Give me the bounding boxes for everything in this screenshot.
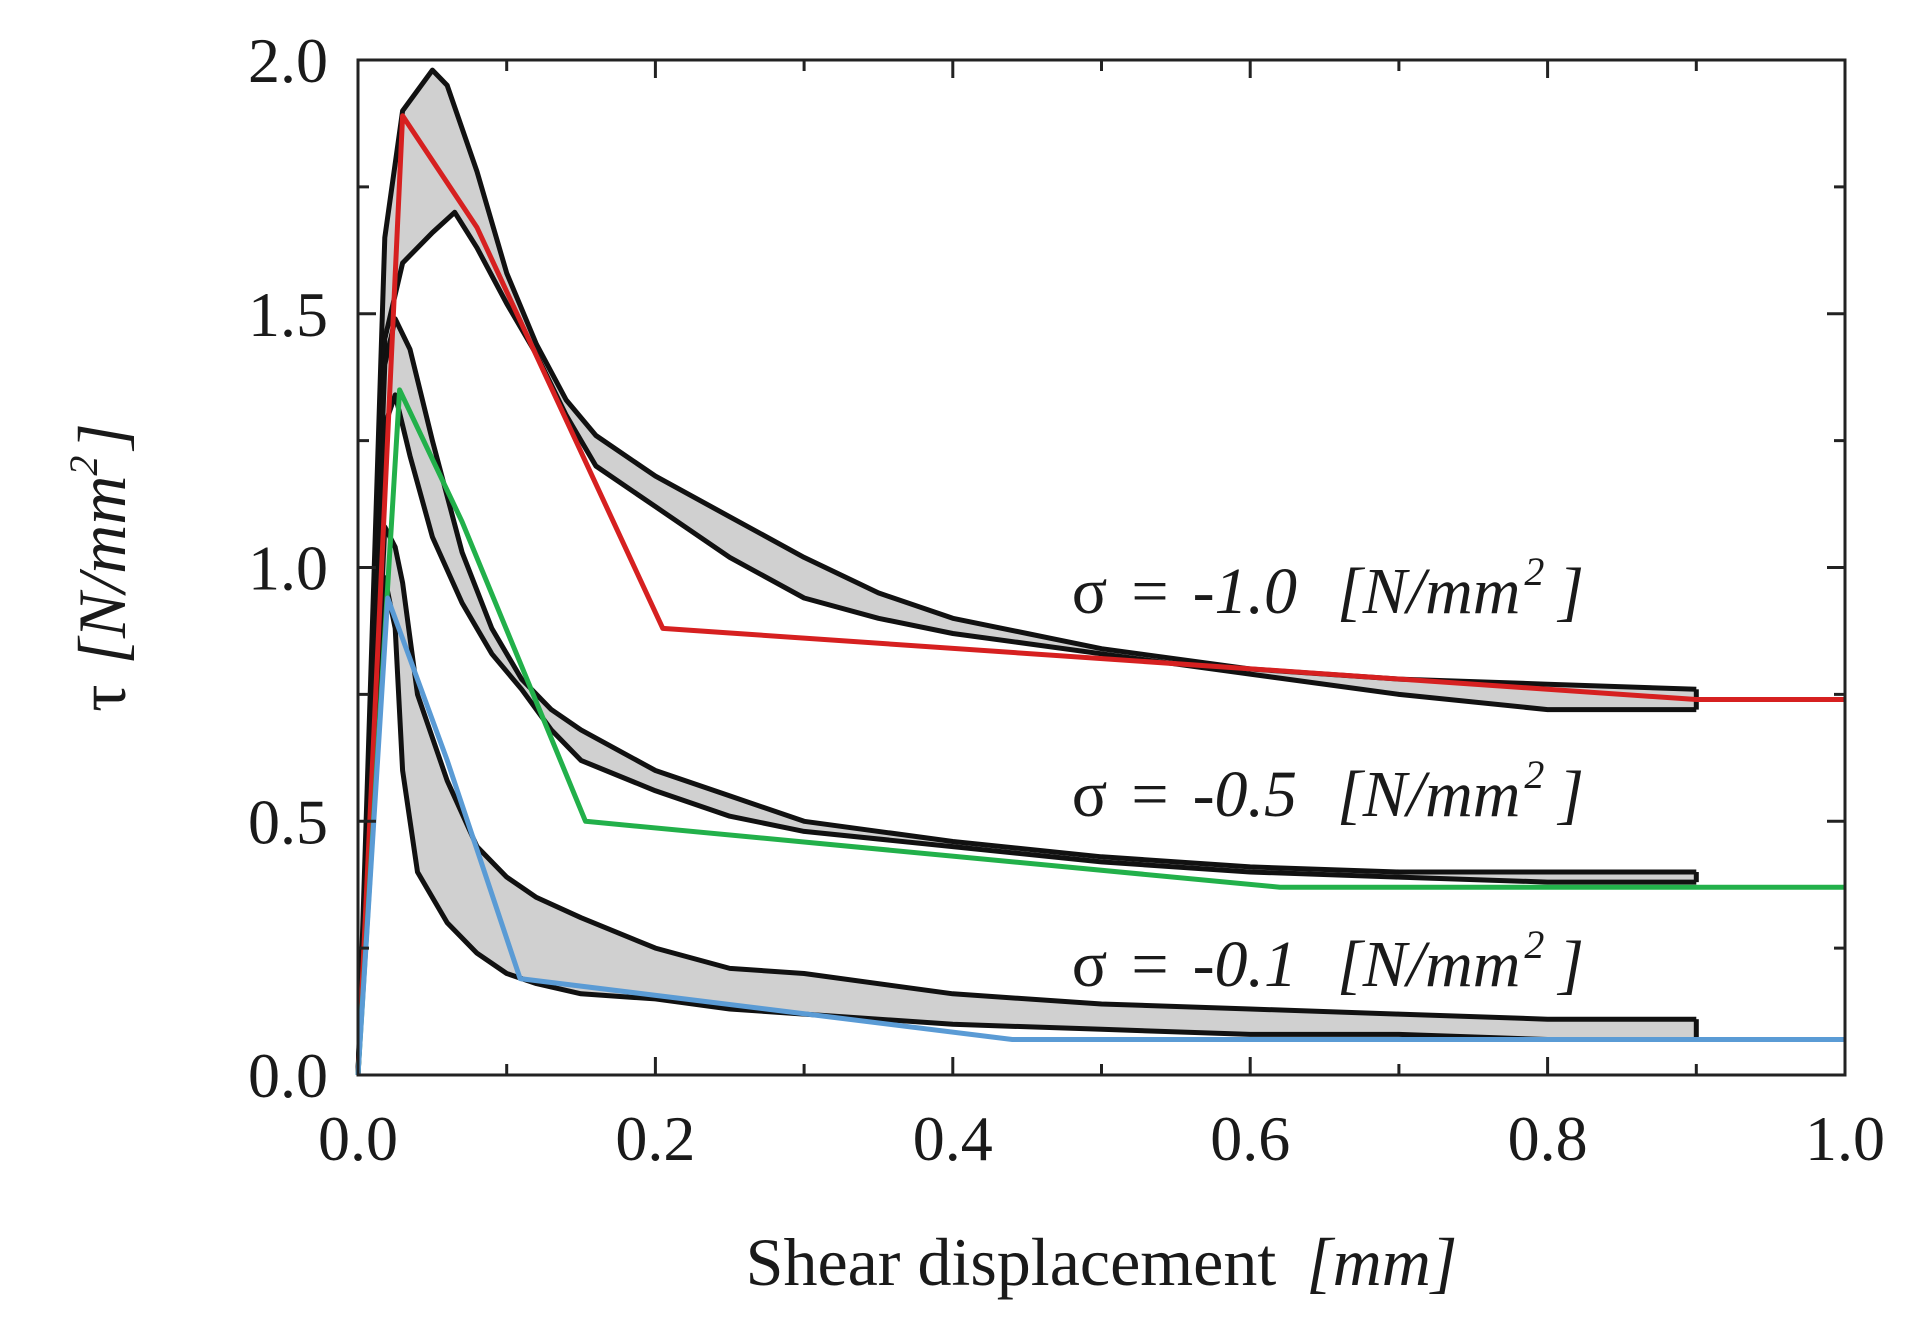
x-tick-label: 0.8 [1508,1103,1588,1174]
band-upper-1 [355,67,1697,1076]
model-lines [355,113,1845,1076]
y-tick-label: 1.0 [248,533,328,604]
axis-ticks [356,58,1847,1077]
annotation-2: σ = -0.5 [N/mm 2] [1072,752,1584,831]
x-tick-label: 0.2 [615,1103,695,1174]
band-upper-3 [355,524,1697,1076]
annotations: σ = -1.0 [N/mm 2] σ = -0.5 [N/mm 2] σ = -0.1 [N/mm 2] [1072,549,1584,1001]
x-tick-label: 0.6 [1210,1103,1290,1174]
model-line-2 [355,387,1845,1076]
y-tick-label: 2.0 [248,25,328,96]
annotation-1: σ = -1.0 [N/mm 2] [1072,549,1584,628]
x-tick-label: 0.4 [913,1103,993,1174]
y-tick-label: 0.5 [248,786,328,857]
y-tick-label: 1.5 [248,279,328,350]
x-axis-label: Shear displacement [mm] [746,1224,1458,1300]
band-lower-3 [355,575,1697,1076]
x-tick-label: 0.0 [318,1103,398,1174]
band-lower-2 [355,392,1697,1076]
y-tick-label: 0.0 [248,1040,328,1111]
band-upper-2 [355,316,1697,1076]
annotation-3: σ = -0.1 [N/mm 2] [1072,922,1584,1001]
experiment-bands [355,67,1699,1076]
x-tick-label: 1.0 [1805,1103,1885,1174]
model-line-3 [355,595,1845,1076]
tick-labels: 0.0 0.2 0.4 0.6 0.8 1.0 0.0 0.5 1.0 1.5 2.0 [248,25,1885,1174]
y-axis-label: τ[N/mm2] [61,423,140,712]
model-line-1 [355,113,1845,1076]
